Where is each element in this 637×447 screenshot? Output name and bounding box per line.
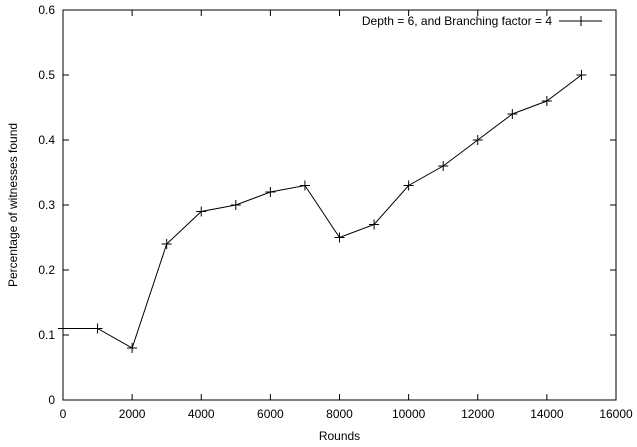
data-point	[472, 135, 483, 145]
data-point	[127, 343, 138, 353]
x-tick-label: 4000	[188, 407, 215, 421]
y-tick-label: 0.3	[38, 198, 55, 212]
data-point	[161, 239, 172, 249]
data-point	[334, 232, 345, 243]
data-point	[403, 180, 414, 191]
y-tick-label: 0.5	[38, 68, 55, 82]
y-tick-label: 0.2	[38, 263, 55, 277]
data-point	[541, 96, 552, 106]
data-point	[196, 206, 207, 217]
y-axis-label: Percentage of witnesses found	[6, 123, 20, 287]
legend-label: Depth = 6, and Branching factor = 4	[362, 14, 552, 28]
x-axis-label: Rounds	[319, 429, 360, 443]
x-tick-label: 0	[60, 407, 67, 421]
plot-frame	[62, 9, 617, 401]
x-axis-ticks: 0 2000 4000 6000 8000 10000 12000 14000 16000	[60, 10, 633, 421]
data-point	[299, 180, 310, 191]
data-point	[92, 323, 103, 334]
x-tick-label: 10000	[392, 407, 426, 421]
series-layer	[58, 70, 587, 353]
y-tick-label: 0.6	[38, 3, 55, 17]
y-tick-label: 0.4	[38, 133, 55, 147]
x-tick-label: 12000	[461, 407, 495, 421]
data-point	[369, 219, 380, 230]
y-tick-label: 0.1	[38, 328, 55, 342]
series-line	[63, 74, 582, 349]
data-point	[576, 70, 587, 80]
y-axis-ticks: 0 0.1 0.2 0.3 0.4 0.5 0.6	[38, 3, 616, 407]
y-tick-label: 0	[48, 393, 55, 407]
x-tick-label: 14000	[530, 407, 564, 421]
data-point	[58, 323, 68, 334]
legend: Depth = 6, and Branching factor = 4	[362, 14, 602, 28]
legend-marker	[576, 16, 586, 26]
x-tick-label: 8000	[326, 407, 353, 421]
x-tick-label: 2000	[119, 407, 146, 421]
data-point	[507, 109, 518, 119]
data-point	[438, 161, 449, 171]
x-tick-label: 16000	[599, 407, 633, 421]
x-tick-label: 6000	[257, 407, 284, 421]
data-point	[265, 187, 276, 197]
data-point	[230, 200, 241, 210]
